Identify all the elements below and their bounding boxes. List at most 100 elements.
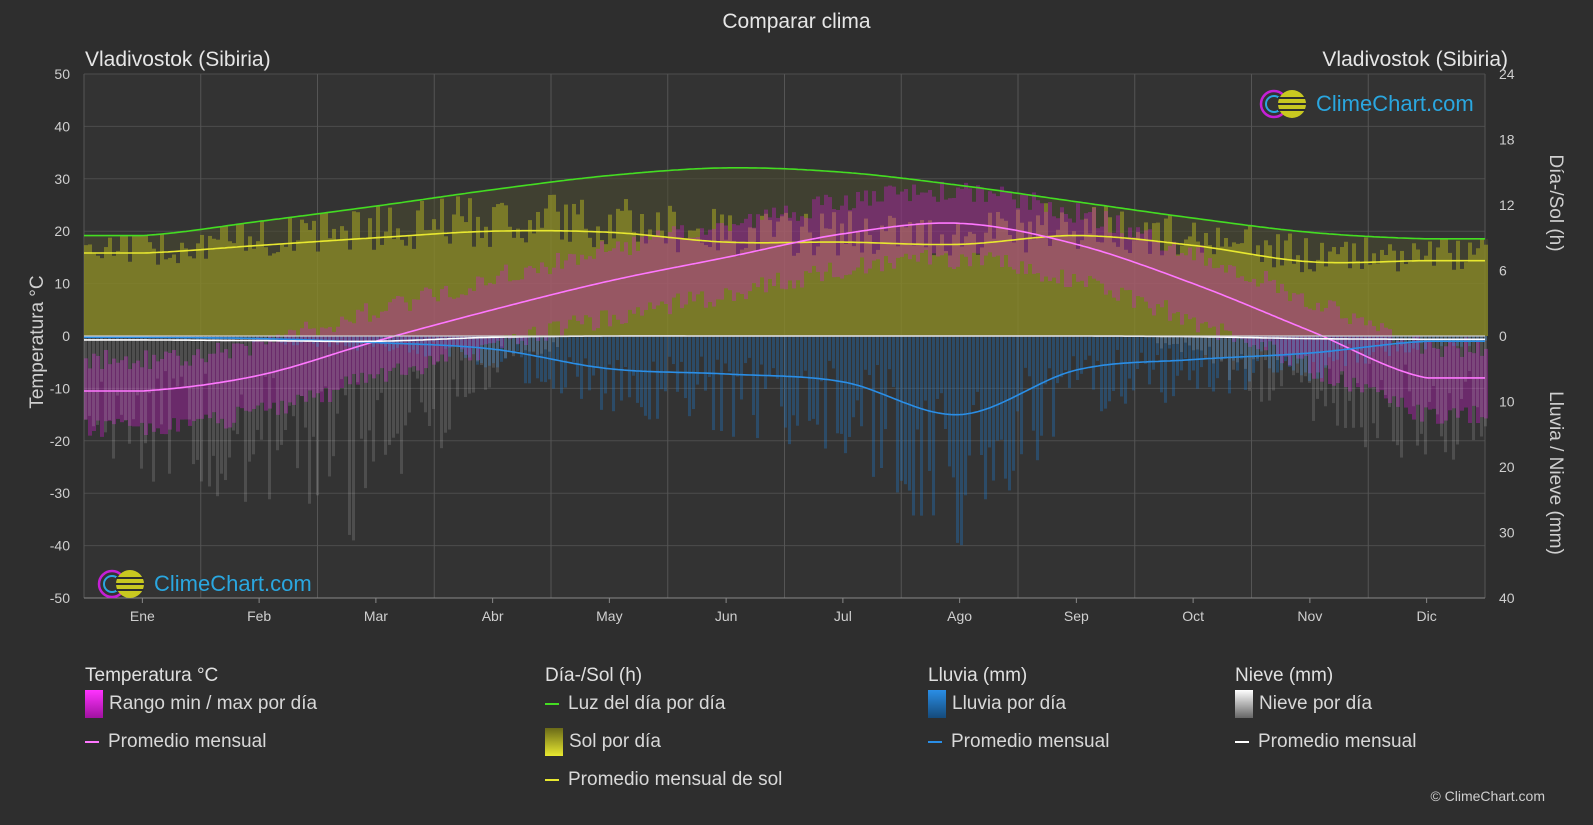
rain-day-bar [608,336,611,365]
temp-range-day-bar [912,184,916,255]
sun-day-bar [760,215,764,336]
temp-range-day-bar [728,230,732,291]
temp-range-day-bar [1156,240,1160,305]
sun-day-bar [124,235,128,336]
snow-day-bar [276,336,279,451]
sun-day-bar [852,246,856,336]
rain-day-bar [1348,336,1351,344]
snow-day-bar [504,336,507,358]
y-tick-label-temp: -50 [50,590,70,606]
rain-day-bar [588,336,591,391]
rain-day-bar [888,336,891,370]
temp-range-day-bar [392,298,396,368]
snow-day-bar [1188,336,1191,346]
temp-range-day-bar [616,241,620,320]
rain-day-bar [924,336,927,401]
sun-day-bar [376,205,380,336]
snow-day-bar [1184,336,1187,343]
snow-day-bar [128,336,131,444]
temp-range-day-bar [1236,277,1240,337]
logo-top[interactable]: ClimeChart.com [1258,88,1474,120]
sun-day-bar [1360,268,1364,336]
snow-day-bar [1204,336,1207,360]
snow-day-bar [452,336,455,380]
rain-day-bar [704,336,707,391]
sun-day-bar [272,253,276,336]
legend-snow-label: Nieve por día [1259,693,1373,714]
temp-range-day-bar [1044,211,1048,277]
rain-day-bar [996,336,999,441]
temp-range-day-bar [224,349,228,429]
rain-day-bar [1188,336,1191,381]
snow-day-bar [1208,336,1211,347]
rain-day-bar [516,336,519,351]
rain-day-bar [320,336,323,343]
rain-day-bar [756,336,759,439]
snow-day-bar [1236,336,1239,363]
sun-day-bar [984,232,988,336]
sun-day-bar [904,227,908,336]
sun-day-bar [372,249,376,336]
sun-day-bar [316,251,320,336]
temp-range-day-bar [484,285,488,345]
temp-range-day-bar [1276,293,1280,357]
temp-range-day-bar [1216,267,1220,340]
logo-bottom[interactable]: ClimeChart.com [96,568,312,600]
rain-day-bar [796,336,799,426]
rain-day-bar [1208,336,1211,388]
temp-range-day-bar [136,360,140,427]
temp-range-day-bar [1400,338,1404,398]
rain-day-bar [1088,336,1091,356]
sun-day-bar [416,210,420,336]
sun-day-bar [404,245,408,336]
sun-day-bar [972,233,976,336]
temp-range-day-bar [796,220,800,281]
sun-day-bar [768,220,772,336]
snow-day-bar [1364,336,1367,448]
rain-day-bar [784,336,787,428]
sun-day-bar [1056,229,1060,336]
snow-day-bar [112,336,115,459]
snow-day-bar [536,336,539,355]
sun-day-bar [644,243,648,336]
rain-day-bar [1436,336,1439,340]
sun-day-bar [1344,241,1348,336]
rain-day-bar [1144,336,1147,364]
temp-range-day-bar [1372,326,1376,388]
temp-range-day-bar [852,208,856,271]
rain-day-bar [1364,336,1367,364]
sun-day-bar [528,220,532,336]
sun-day-bar [1136,232,1140,336]
temp-range-day-bar [792,212,796,289]
temp-range-day-bar [1472,353,1476,406]
rain-day-bar [1400,336,1403,346]
sun-day-bar [1460,268,1464,336]
temp-range-day-bar [1024,194,1028,274]
sun-day-bar [684,238,688,336]
sun-day-bar [604,244,608,336]
sun-day-bar [144,235,148,336]
sun-day-bar [1144,222,1148,336]
temp-range-day-bar [476,276,480,361]
sun-day-bar [1296,255,1300,336]
sun-day-bar [996,212,1000,336]
snow-avg-swatch [1235,741,1249,743]
snow-day-bar [136,336,139,396]
temp-range-day-bar [200,358,204,419]
temp-range-day-bar [1184,255,1188,315]
temp-range-day-bar [260,341,264,403]
sun-day-bar [252,248,256,336]
temp-range-day-bar [1240,276,1244,340]
rain-day-bar [1068,336,1071,388]
snow-day-bar [1180,336,1183,353]
sun-day-bar [432,219,436,336]
temp-range-day-bar [832,209,836,278]
temp-range-day-bar [468,288,472,361]
temp-range-day-bar [252,339,256,409]
snow-day-bar [116,336,119,396]
rain-day-bar [580,336,583,399]
snow-day-bar [1244,336,1247,369]
rain-day-bar [248,336,251,339]
temp-range-day-bar [1052,216,1056,278]
rain-day-bar [728,336,731,372]
